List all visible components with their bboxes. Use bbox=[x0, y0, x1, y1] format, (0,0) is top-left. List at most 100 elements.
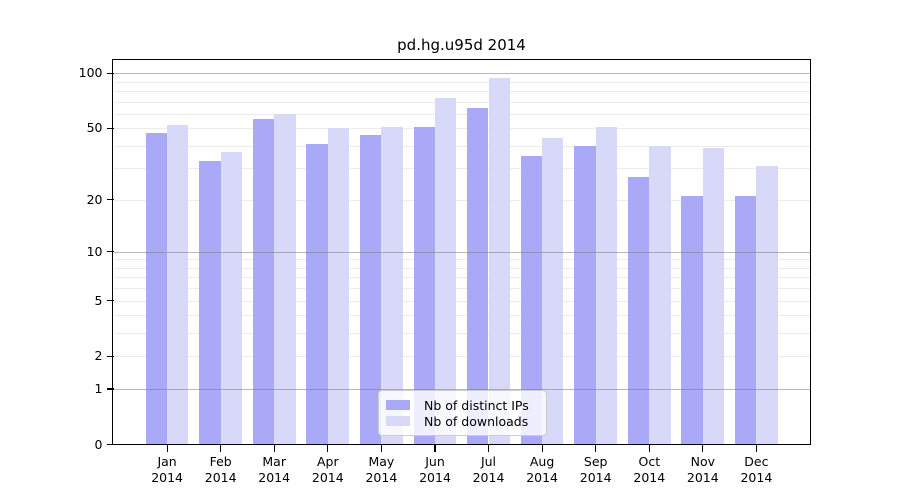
y-tick-label: 1 bbox=[94, 381, 103, 396]
x-tick bbox=[648, 444, 650, 452]
x-tick-label: Mar 2014 bbox=[247, 454, 301, 486]
bar-downloads bbox=[435, 98, 457, 445]
bar-downloads bbox=[381, 126, 403, 445]
bar-downloads bbox=[167, 125, 189, 445]
x-tick-label: Jun 2014 bbox=[408, 454, 462, 486]
x-tick bbox=[702, 444, 704, 452]
bar-distinct-ips bbox=[413, 126, 435, 445]
y-tick-label: 5 bbox=[94, 292, 103, 308]
x-tick-year: 2014 bbox=[526, 469, 558, 485]
bar-downloads bbox=[649, 145, 671, 445]
x-tick-year: 2014 bbox=[633, 469, 666, 485]
bar-downloads bbox=[220, 152, 243, 445]
legend-swatch-distinct-ips-icon bbox=[386, 400, 410, 410]
x-tick-year: 2014 bbox=[740, 469, 773, 485]
gridline-minor bbox=[113, 333, 810, 335]
x-tick-year: 2014 bbox=[365, 469, 398, 485]
bar-distinct-ips bbox=[306, 143, 328, 445]
bar-distinct-ips bbox=[735, 196, 757, 445]
x-tick-label: Jul 2014 bbox=[462, 454, 516, 486]
x-tick-year: 2014 bbox=[579, 469, 612, 485]
gridline-minor bbox=[113, 113, 810, 115]
x-tick-label: Jan 2014 bbox=[140, 454, 194, 486]
x-tick-label: Oct 2014 bbox=[622, 454, 676, 486]
bar-downloads bbox=[274, 113, 296, 445]
bar-distinct-ips bbox=[681, 196, 703, 445]
x-tick-month: Dec bbox=[744, 453, 769, 469]
gridline-minor bbox=[113, 356, 810, 358]
gridline-minor bbox=[113, 315, 810, 317]
bar-distinct-ips bbox=[199, 160, 221, 445]
y-tick bbox=[106, 199, 114, 201]
x-tick-label: Aug 2014 bbox=[515, 454, 569, 486]
gridline-minor bbox=[113, 81, 810, 83]
x-tick-year: 2014 bbox=[472, 469, 505, 485]
x-tick-month: May bbox=[368, 453, 395, 469]
x-tick-label: Feb 2014 bbox=[194, 454, 248, 486]
gridline-major bbox=[113, 251, 810, 253]
gridline-minor bbox=[113, 300, 810, 302]
gridline-minor bbox=[113, 168, 810, 170]
x-tick-month: Jun bbox=[425, 453, 445, 469]
x-tick-month: Apr bbox=[316, 453, 339, 469]
gridline-minor bbox=[113, 199, 810, 201]
bar-distinct-ips bbox=[627, 176, 650, 445]
gridline-minor bbox=[113, 277, 810, 279]
bar-downloads bbox=[327, 128, 350, 445]
x-tick-year: 2014 bbox=[419, 469, 451, 485]
y-tick bbox=[106, 72, 114, 74]
x-tick-label: Nov 2014 bbox=[676, 454, 730, 486]
x-tick bbox=[327, 444, 329, 452]
x-tick-label: Sep 2014 bbox=[569, 454, 623, 486]
x-tick-year: 2014 bbox=[204, 469, 237, 485]
x-tick-month: Jan bbox=[157, 453, 177, 469]
x-tick-month: Oct bbox=[638, 453, 661, 469]
x-tick bbox=[595, 444, 597, 452]
x-tick-month: Jul bbox=[480, 453, 497, 469]
y-tick bbox=[106, 388, 114, 390]
legend-label-downloads: Nb of downloads bbox=[424, 413, 529, 429]
x-tick-year: 2014 bbox=[258, 469, 291, 485]
bar-distinct-ips bbox=[467, 107, 489, 445]
bar-downloads bbox=[542, 138, 564, 445]
y-tick bbox=[106, 444, 114, 446]
y-tick bbox=[106, 299, 114, 302]
y-tick-label: 2 bbox=[94, 348, 103, 364]
bar-downloads bbox=[595, 126, 618, 445]
x-tick-label: May 2014 bbox=[354, 454, 408, 486]
gridline-minor bbox=[113, 145, 810, 147]
bar-distinct-ips bbox=[360, 134, 382, 445]
legend-label-distinct-ips: Nb of distinct IPs bbox=[424, 397, 529, 413]
gridline-major bbox=[113, 389, 810, 390]
x-tick-month: Mar bbox=[262, 453, 286, 469]
gridline-minor bbox=[113, 101, 810, 103]
y-tick bbox=[106, 251, 114, 253]
chart-title: pd.hg.u95d 2014 bbox=[397, 36, 526, 54]
y-tick bbox=[106, 355, 114, 357]
gridline-minor bbox=[113, 267, 810, 269]
x-tick-year: 2014 bbox=[686, 469, 719, 485]
bar-downloads bbox=[756, 165, 778, 445]
bar-downloads bbox=[702, 147, 725, 445]
x-tick bbox=[380, 444, 382, 452]
x-tick bbox=[166, 444, 168, 452]
x-tick bbox=[434, 444, 436, 452]
gridline-minor bbox=[113, 259, 810, 261]
x-tick-month: Nov bbox=[690, 453, 715, 469]
x-tick bbox=[541, 444, 543, 452]
y-tick-label: 50 bbox=[86, 120, 103, 136]
y-tick-label: 0 bbox=[94, 436, 103, 452]
x-tick-label: Apr 2014 bbox=[301, 454, 355, 486]
legend-swatch-downloads-icon bbox=[386, 416, 410, 426]
legend: Nb of distinct IPs Nb of downloads bbox=[378, 390, 547, 436]
gridline-minor bbox=[113, 91, 810, 93]
x-tick-year: 2014 bbox=[311, 469, 344, 485]
x-tick bbox=[755, 444, 757, 452]
y-tick-label: 100 bbox=[78, 65, 103, 81]
bar-distinct-ips bbox=[520, 156, 543, 445]
gridline-major bbox=[113, 73, 810, 75]
x-tick-month: Sep bbox=[583, 453, 608, 469]
x-tick-month: Feb bbox=[209, 453, 232, 469]
x-tick bbox=[273, 444, 275, 452]
